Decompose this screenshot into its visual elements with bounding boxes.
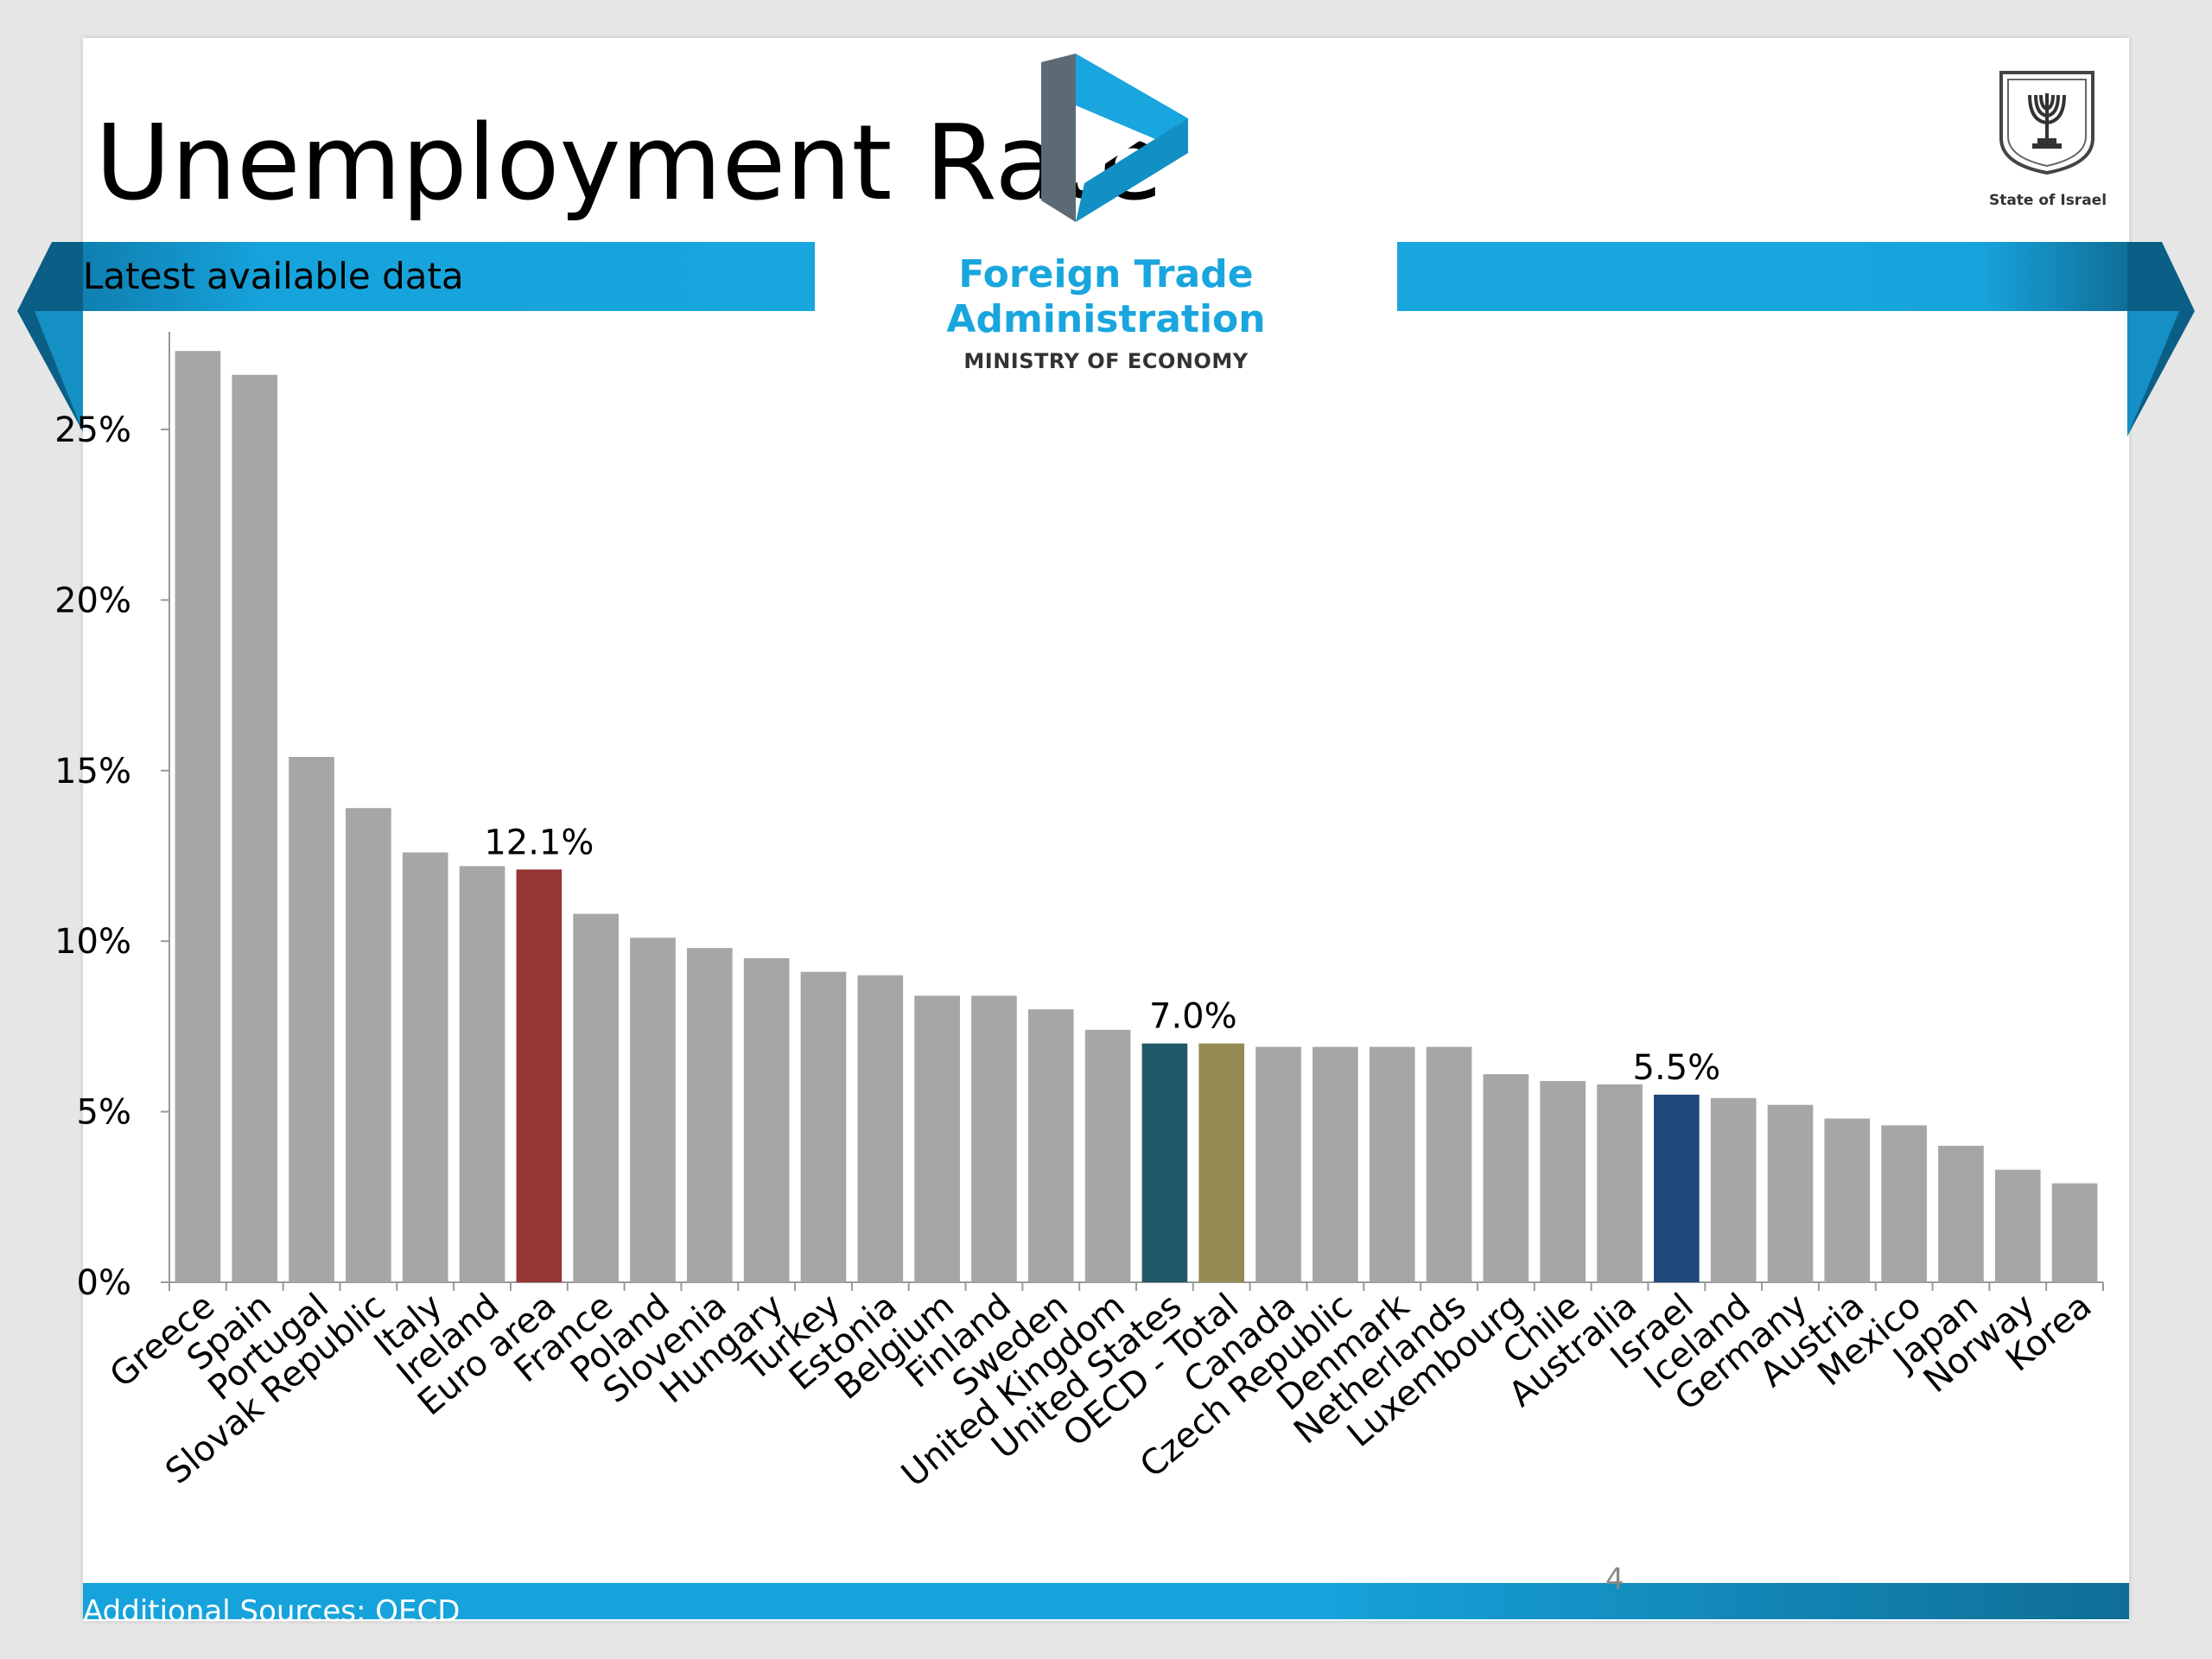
y-tick-label: 15% bbox=[54, 752, 131, 791]
state-emblem-icon bbox=[1999, 71, 2094, 175]
bar-poland bbox=[630, 938, 676, 1282]
bar-italy bbox=[402, 852, 448, 1282]
y-tick-label: 20% bbox=[54, 581, 131, 620]
bar-germany bbox=[1767, 1104, 1814, 1282]
right-banner bbox=[1397, 242, 2129, 311]
y-tick-label: 5% bbox=[77, 1093, 131, 1133]
footer-bar bbox=[83, 1583, 2129, 1619]
bar-slovenia bbox=[686, 948, 733, 1282]
bar-czech-republic bbox=[1313, 1046, 1358, 1282]
bar-mexico bbox=[1881, 1125, 1927, 1282]
bar-israel bbox=[1653, 1094, 1700, 1282]
logo-ministry: MINISTRY OF ECONOMY bbox=[963, 349, 1249, 373]
bar-sweden bbox=[1027, 1009, 1074, 1282]
page-number: 4 bbox=[1605, 1562, 1624, 1597]
bar-france bbox=[573, 913, 620, 1282]
play-triangle-logo-icon bbox=[1041, 54, 1188, 222]
bar-greece bbox=[175, 351, 221, 1282]
bar-estonia bbox=[857, 975, 904, 1282]
footer-source: Additional Sources: OECD bbox=[83, 1594, 461, 1629]
bar-japan bbox=[1938, 1146, 1984, 1282]
y-tick-label: 10% bbox=[54, 922, 131, 962]
bar-spain bbox=[232, 374, 278, 1282]
emblem-caption: State of Israel bbox=[1988, 192, 2107, 209]
bar-korea bbox=[2051, 1183, 2098, 1282]
logo-name-line1: Foreign Trade bbox=[958, 252, 1254, 296]
bar-belgium bbox=[914, 995, 960, 1282]
bar-australia bbox=[1597, 1084, 1643, 1282]
banner-right-fold bbox=[2127, 242, 2195, 436]
subtitle-banner bbox=[83, 242, 815, 311]
bar-united-states bbox=[1141, 1043, 1188, 1282]
bar-iceland bbox=[1710, 1097, 1757, 1282]
bar-netherlands bbox=[1426, 1046, 1472, 1282]
bar-luxembourg bbox=[1483, 1074, 1529, 1282]
data-label: 5.5% bbox=[1633, 1048, 1721, 1088]
bar-finland bbox=[971, 995, 1017, 1282]
page-title: Unemployment Rate bbox=[95, 104, 1163, 224]
y-tick-label: 25% bbox=[54, 410, 131, 450]
chart-subtitle: Latest available data bbox=[83, 255, 464, 297]
bar-portugal bbox=[289, 757, 334, 1282]
bar-hungary bbox=[743, 957, 790, 1282]
bar-canada bbox=[1255, 1046, 1301, 1282]
banner-left-fold bbox=[17, 242, 83, 432]
y-tick-label: 0% bbox=[77, 1263, 131, 1303]
data-label: 12.1% bbox=[484, 823, 594, 862]
bar-slovak-republic bbox=[346, 808, 391, 1282]
logo-name-line2: Administration bbox=[946, 297, 1266, 341]
bar-turkey bbox=[800, 971, 847, 1282]
bar-ireland bbox=[459, 866, 505, 1282]
bar-austria bbox=[1824, 1118, 1871, 1282]
bar-euro-area bbox=[516, 869, 563, 1282]
data-label: 7.0% bbox=[1149, 997, 1237, 1037]
bar-united-kingdom bbox=[1084, 1029, 1131, 1282]
bar-chile bbox=[1540, 1081, 1586, 1282]
bar-denmark bbox=[1369, 1046, 1415, 1282]
bar-oecd-total bbox=[1198, 1043, 1245, 1282]
bar-norway bbox=[1994, 1169, 2041, 1282]
